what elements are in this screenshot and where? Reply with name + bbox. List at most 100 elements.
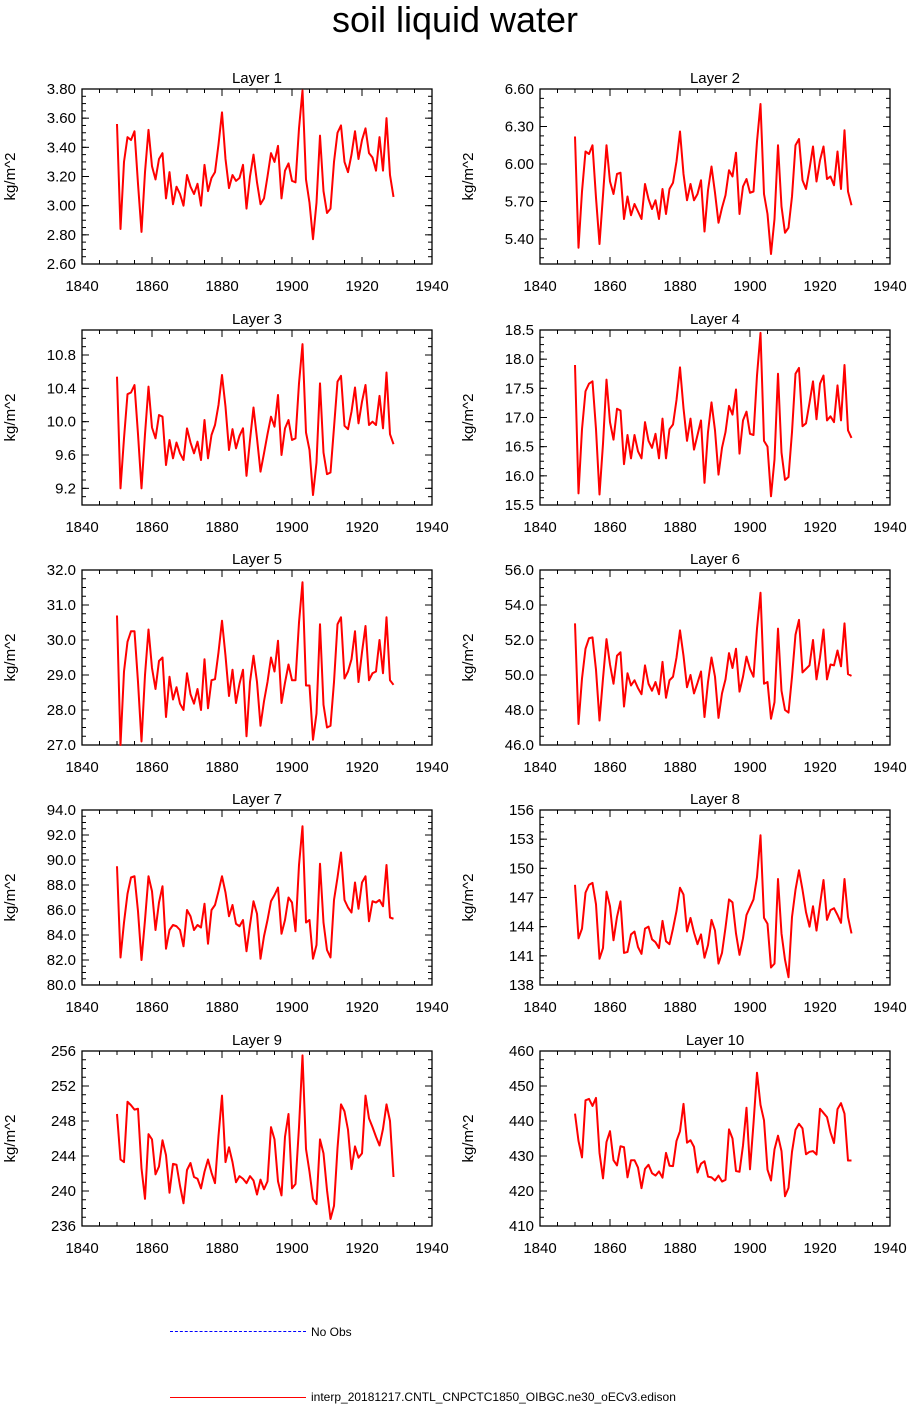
y-tick-label: 50.0 xyxy=(505,667,534,684)
series-line-layer-7 xyxy=(116,825,394,961)
x-tick-label: 1900 xyxy=(275,278,308,295)
x-tick-label: 1880 xyxy=(663,519,696,536)
y-axis-label: kg/m^2 xyxy=(460,153,477,201)
y-tick-label: 3.40 xyxy=(47,139,76,156)
y-tick-label: 450 xyxy=(509,1078,534,1095)
legend-model-line xyxy=(170,1397,306,1398)
x-tick-label: 1920 xyxy=(345,759,378,776)
x-tick-label: 1840 xyxy=(65,519,98,536)
y-axis-label: kg/m^2 xyxy=(460,394,477,442)
series-line-layer-6 xyxy=(574,591,852,725)
y-tick-label: 10.0 xyxy=(47,414,76,431)
x-tick-label: 1920 xyxy=(803,1240,836,1257)
y-tick-label: 80.0 xyxy=(47,977,76,994)
y-tick-label: 29.0 xyxy=(47,667,76,684)
x-tick-label: 1940 xyxy=(873,278,906,295)
plot-frame xyxy=(81,569,433,746)
y-tick-label: 82.0 xyxy=(47,952,76,969)
y-tick-label: 10.4 xyxy=(47,380,76,397)
y-tick-label: 240 xyxy=(51,1183,76,1200)
plot-frame xyxy=(81,329,433,506)
y-axis-label: kg/m^2 xyxy=(460,874,477,922)
series-line-layer-3 xyxy=(116,343,395,496)
y-tick-label: 15.5 xyxy=(505,497,534,514)
x-tick-label: 1860 xyxy=(593,759,626,776)
y-tick-label: 138 xyxy=(509,977,534,994)
x-tick-label: 1920 xyxy=(803,519,836,536)
y-tick-label: 244 xyxy=(51,1148,76,1165)
x-tick-label: 1880 xyxy=(205,759,238,776)
x-tick-label: 1900 xyxy=(733,278,766,295)
y-tick-label: 2.60 xyxy=(47,256,76,273)
y-tick-label: 27.0 xyxy=(47,737,76,754)
y-tick-label: 31.0 xyxy=(47,597,76,614)
y-tick-label: 141 xyxy=(509,948,534,965)
x-tick-label: 1840 xyxy=(523,278,556,295)
y-tick-label: 18.5 xyxy=(505,322,534,339)
chart-panel-layer-6: Layer 6 kg/m^2 1840 1860 1880 1900 1920 1940 46.… xyxy=(460,551,907,776)
x-tick-label: 1900 xyxy=(275,999,308,1016)
chart-panel-layer-10: Layer 10 kg/m^2 1840 1860 1880 1900 1920 1940 41… xyxy=(460,1032,907,1257)
x-tick-label: 1940 xyxy=(415,759,448,776)
chart-panel-layer-4: Layer 4 kg/m^2 1840 1860 1880 1900 1920 1940 15.… xyxy=(460,311,907,536)
y-axis-label: kg/m^2 xyxy=(2,394,19,442)
x-tick-label: 1900 xyxy=(733,999,766,1016)
y-tick-label: 3.60 xyxy=(47,110,76,127)
x-tick-label: 1860 xyxy=(135,759,168,776)
y-tick-label: 256 xyxy=(51,1043,76,1060)
plot-frame xyxy=(539,88,891,265)
x-tick-label: 1940 xyxy=(873,999,906,1016)
plot-frame xyxy=(539,569,891,746)
x-tick-label: 1940 xyxy=(415,278,448,295)
x-tick-label: 1860 xyxy=(593,519,626,536)
chart-title: Layer 1 xyxy=(232,70,282,87)
x-tick-label: 1840 xyxy=(65,759,98,776)
x-tick-label: 1920 xyxy=(803,999,836,1016)
chart-panel-layer-9: Layer 9 kg/m^2 1840 1860 1880 1900 1920 1940 236… xyxy=(2,1032,449,1257)
x-tick-label: 1920 xyxy=(803,759,836,776)
y-tick-label: 420 xyxy=(509,1183,534,1200)
chart-title: Layer 4 xyxy=(690,311,740,328)
y-tick-label: 410 xyxy=(509,1218,534,1235)
x-tick-label: 1860 xyxy=(135,278,168,295)
y-tick-label: 460 xyxy=(509,1043,534,1060)
series-line-layer-4 xyxy=(574,331,853,498)
x-tick-label: 1920 xyxy=(345,1240,378,1257)
x-tick-label: 1880 xyxy=(205,278,238,295)
series-line-layer-8 xyxy=(574,834,853,979)
y-tick-label: 32.0 xyxy=(47,562,76,579)
chart-panel-layer-7: Layer 7 kg/m^2 1840 1860 1880 1900 1920 1940 80.… xyxy=(2,791,449,1016)
x-tick-label: 1940 xyxy=(415,519,448,536)
figure-title: soil liquid water xyxy=(331,0,579,40)
y-tick-label: 56.0 xyxy=(505,562,534,579)
y-tick-label: 440 xyxy=(509,1113,534,1130)
x-tick-label: 1940 xyxy=(873,1240,906,1257)
y-axis-label: kg/m^2 xyxy=(2,153,19,201)
series-line-layer-5 xyxy=(116,581,395,746)
y-tick-label: 3.00 xyxy=(47,198,76,215)
x-tick-label: 1940 xyxy=(415,1240,448,1257)
x-tick-label: 1840 xyxy=(523,999,556,1016)
x-tick-label: 1900 xyxy=(275,1240,308,1257)
x-tick-label: 1900 xyxy=(733,1240,766,1257)
chart-panel-layer-8: Layer 8 kg/m^2 1840 1860 1880 1900 1920 1940 138… xyxy=(460,791,907,1016)
y-tick-label: 92.0 xyxy=(47,827,76,844)
y-tick-label: 236 xyxy=(51,1218,76,1235)
x-tick-label: 1880 xyxy=(663,999,696,1016)
legend-model-label: interp_20181217.CNTL_CNPCTC1850_OIBGC.ne… xyxy=(311,1390,676,1404)
x-tick-label: 1920 xyxy=(345,519,378,536)
y-tick-label: 5.70 xyxy=(505,194,534,211)
y-tick-label: 90.0 xyxy=(47,852,76,869)
chart-title: Layer 6 xyxy=(690,551,740,568)
y-tick-label: 9.6 xyxy=(55,447,76,464)
y-tick-label: 16.0 xyxy=(505,468,534,485)
series-line-layer-10 xyxy=(574,1071,852,1198)
y-tick-label: 84.0 xyxy=(47,927,76,944)
plot-frame xyxy=(81,809,433,986)
x-tick-label: 1840 xyxy=(65,1240,98,1257)
chart-panel-layer-3: Layer 3 kg/m^2 1840 1860 1880 1900 1920 1940 9.2… xyxy=(2,311,449,536)
y-tick-label: 252 xyxy=(51,1078,76,1095)
x-tick-label: 1900 xyxy=(733,519,766,536)
x-tick-label: 1880 xyxy=(205,519,238,536)
series-line-layer-2 xyxy=(574,103,853,255)
